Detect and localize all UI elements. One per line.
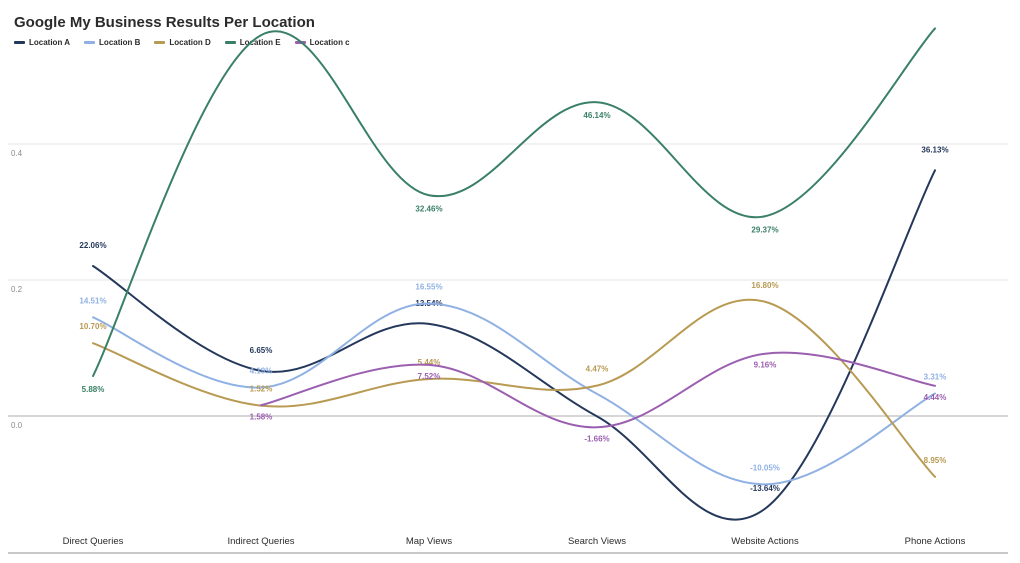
data-label: 29.37%	[751, 225, 778, 234]
legend-item-location-a[interactable]: Location A	[14, 38, 70, 47]
series-line-location-b	[92, 302, 936, 486]
chart-title: Google My Business Results Per Location	[14, 14, 315, 31]
x-tick-label: Map Views	[406, 536, 453, 547]
legend-swatch	[224, 41, 236, 44]
series-line-location-d	[92, 298, 936, 478]
x-tick-label: Direct Queries	[63, 536, 124, 547]
data-label: 5.88%	[82, 385, 105, 394]
legend-label: Location B	[99, 38, 141, 47]
data-label: -1.66%	[584, 434, 609, 443]
data-label: 22.06%	[79, 241, 106, 250]
data-label: -10.05%	[750, 463, 780, 472]
legend-item-location-b[interactable]: Location B	[84, 38, 140, 47]
data-label: 8.95%	[924, 456, 947, 465]
legend-swatch	[84, 41, 96, 44]
legend-label: Location A	[29, 38, 71, 47]
legend-item-location-d[interactable]: Location D	[154, 38, 211, 47]
data-label: 16.80%	[751, 281, 778, 290]
data-label: 1.52%	[250, 385, 273, 394]
x-tick-label: Indirect Queries	[227, 536, 294, 547]
data-label: 5.44%	[418, 358, 441, 367]
series-line-location-e	[92, 27, 936, 378]
legend-swatch	[154, 41, 166, 44]
data-label: 10.70%	[79, 322, 106, 331]
legend-label: Location c	[309, 38, 350, 47]
data-label: 4.19%	[250, 367, 273, 376]
y-tick-label: 0.4	[11, 149, 23, 158]
data-label: 7.52%	[418, 372, 441, 381]
y-tick-label: 0.2	[11, 285, 23, 294]
data-label: 32.46%	[415, 204, 442, 213]
legend-swatch	[14, 41, 25, 44]
data-label: 1.58%	[250, 412, 273, 421]
data-label: 14.51%	[79, 296, 106, 305]
series-line-location-c	[260, 351, 936, 429]
data-label: 16.55%	[415, 282, 442, 291]
data-label: 3.31%	[924, 372, 947, 381]
x-tick-label: Search Views	[568, 536, 626, 547]
data-label: 36.13%	[921, 145, 948, 154]
legend-item-location-e[interactable]: Location E	[224, 38, 281, 47]
data-label: 4.47%	[586, 365, 609, 374]
data-label: -13.64%	[750, 484, 780, 493]
x-tick-label: Website Actions	[731, 536, 799, 547]
data-label: 6.65%	[250, 346, 273, 355]
data-label: 46.14%	[583, 111, 610, 120]
data-label: 9.16%	[754, 361, 777, 370]
series-line-location-a	[92, 169, 936, 521]
data-label: 4.44%	[924, 393, 947, 402]
legend-label: Location E	[239, 38, 281, 47]
y-tick-label: 0.0	[11, 421, 23, 430]
legend-label: Location D	[169, 38, 211, 47]
x-tick-label: Phone Actions	[905, 536, 966, 547]
